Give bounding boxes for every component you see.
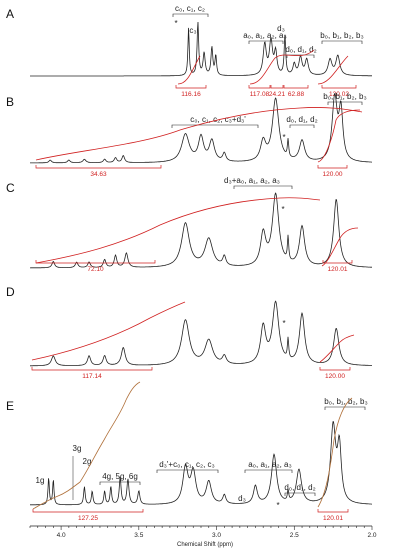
x-tick-label: 2.0 [367, 532, 376, 539]
label-bracket [327, 101, 363, 105]
peak-label: d₀, d₁, d₂ [286, 115, 317, 124]
peak-label: a₀, a₁, a₂, a₃ [243, 31, 287, 40]
integral-value: 24.21 [269, 91, 286, 98]
panel-letter: C [6, 181, 15, 195]
peak-label: 4g, 5g, 6g [102, 472, 138, 481]
peak-label: d₀, d₁, d₂ [285, 45, 316, 54]
integral-bracket [248, 85, 271, 89]
peak-label: a₀, a₁, a₂, a₃ [248, 460, 292, 469]
label-bracket [244, 469, 293, 473]
integral-value: 120.00 [323, 171, 343, 178]
label-bracket [321, 40, 363, 44]
integral-curve [249, 49, 315, 85]
x-tick-label: 3.0 [212, 532, 221, 539]
spectrum-line [30, 21, 372, 77]
spectrum-line [30, 421, 372, 506]
peak-label: d₀, d₁, d₂ [284, 483, 315, 492]
integral-bracket [317, 509, 349, 513]
integral-curve [31, 301, 186, 361]
integral-curve [32, 381, 141, 510]
label-bracket [171, 124, 259, 128]
integral-curve [321, 227, 359, 267]
panel-d: D * 117.14 120.00 [6, 285, 372, 380]
label-bracket [233, 185, 293, 189]
integral-curve [317, 55, 349, 85]
x-axis: 4.0 3.5 3.0 2.5 2.0 Chemical Shift (ppm) [29, 525, 377, 548]
integral-value: 117.14 [82, 373, 102, 380]
peak-label: b₀, b₁, b₂, b₃ [324, 397, 368, 406]
integral-curve [35, 107, 363, 161]
integral-value: 127.25 [78, 515, 98, 522]
label-bracket [248, 40, 284, 44]
label-bracket [284, 492, 316, 496]
integral-bracket [283, 85, 309, 89]
peak-label: c₃ [189, 26, 196, 35]
label-bracket [99, 481, 141, 485]
integral-bracket [270, 85, 284, 89]
integral-bracket [321, 85, 357, 89]
peak-label: d₃ [277, 24, 285, 33]
integral-value: 120.01 [323, 515, 343, 522]
peak-label: b₀, b₁, b₂, b₃ [323, 92, 367, 101]
integral-value: 62.88 [288, 91, 305, 98]
peak-label: * [281, 205, 284, 214]
x-tick-label: 3.5 [134, 532, 143, 539]
integral-curve [177, 55, 201, 85]
label-bracket [156, 469, 219, 473]
integral-value: 120.02 [329, 91, 349, 98]
peak-label: * [174, 19, 177, 28]
peak-label: c₀, c₁, c₂ [175, 4, 205, 13]
integral-value: 116.16 [181, 91, 201, 98]
label-bracket [324, 406, 366, 410]
spectrum-line [30, 192, 372, 269]
x-ticks: 4.0 3.5 3.0 2.5 2.0 [29, 526, 377, 539]
integral-bracket [35, 260, 156, 264]
integral-curve [317, 109, 361, 163]
peak-label: * [282, 319, 285, 328]
integral-bracket [35, 165, 162, 169]
integral-curve [35, 197, 321, 264]
integral-bracket [317, 165, 348, 169]
label-bracket [172, 13, 209, 17]
x-tick-label: 4.0 [57, 532, 66, 539]
integral-value: 72.10 [87, 266, 104, 273]
panel-c: Cd₃+a₀, a₁, a₂, a₃ * 72.10 120.01 [6, 176, 372, 273]
x-axis-title: Chemical Shift (ppm) [177, 542, 233, 548]
x-tick-label: 2.5 [290, 532, 299, 539]
integral-curve [317, 397, 353, 508]
peak-label: b₀, b₁, b₂, b₃ [320, 31, 364, 40]
integral-value: 120.01 [328, 266, 348, 273]
integral-bracket [175, 85, 207, 89]
integral-value: 120.00 [325, 373, 345, 380]
integral-bracket [322, 260, 353, 264]
spectrum-line [30, 300, 372, 367]
panel-letter: D [6, 285, 15, 299]
spectrum-line [30, 92, 372, 164]
label-bracket [286, 54, 315, 58]
peak-label: 1g [36, 476, 45, 485]
peak-label: d₃+a₀, a₁, a₂, a₃ [224, 176, 280, 185]
panel-letter: B [6, 95, 14, 109]
peak-label: 2g [83, 457, 92, 466]
panel-letter: E [6, 399, 14, 413]
peak-label: * [276, 501, 279, 510]
integral-value: 34.63 [90, 171, 107, 178]
peak-label: * [282, 133, 285, 142]
integral-bracket [31, 367, 153, 371]
integral-value: 117.08 [250, 91, 270, 98]
integral-curve [319, 334, 355, 363]
peak-label: 3g [73, 444, 82, 453]
peak-label: d₃'+c₀, c₁, c₂, c₃ [159, 460, 215, 469]
integral-bracket [32, 509, 144, 513]
integral-bracket [319, 367, 351, 371]
panel-letter: A [6, 7, 14, 21]
label-bracket [289, 124, 315, 128]
peak-label: d₃ [238, 494, 246, 503]
